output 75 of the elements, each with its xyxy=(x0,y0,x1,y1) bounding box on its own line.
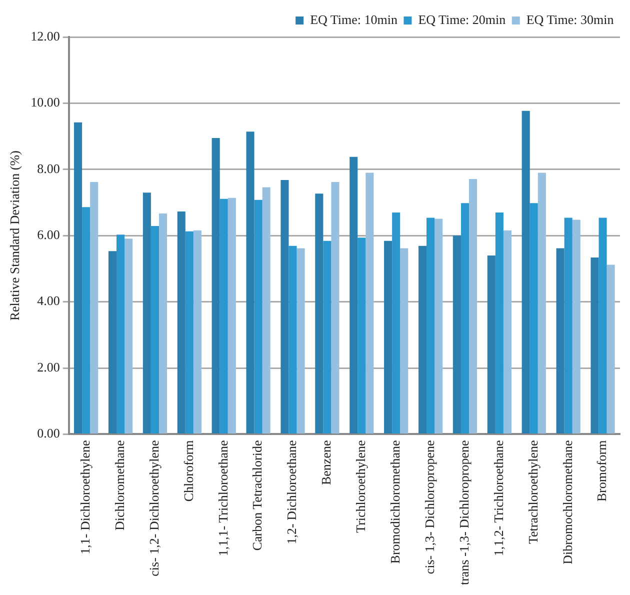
bar xyxy=(384,240,392,434)
bar xyxy=(564,218,572,434)
bar xyxy=(460,203,470,434)
bar xyxy=(392,212,400,434)
bar xyxy=(185,231,194,434)
x-tick-label: Dibromochloromethane xyxy=(560,440,575,564)
bar xyxy=(246,132,254,434)
x-tick-label: cis- 1,2- Dichloroethylene xyxy=(146,440,162,576)
legend-label: EQ Time: 20min xyxy=(418,12,506,27)
y-tick-label: 8.00 xyxy=(37,160,60,176)
bar xyxy=(538,172,546,434)
bar xyxy=(487,255,496,434)
bar xyxy=(323,240,332,434)
y-tick-label: 0.00 xyxy=(37,426,60,441)
bar xyxy=(434,218,443,434)
x-tick-label: Chloroform xyxy=(180,440,196,502)
bar xyxy=(315,194,324,434)
bar xyxy=(590,257,599,434)
bar xyxy=(503,230,512,434)
x-tick-label: Benzene xyxy=(318,440,334,486)
bar xyxy=(212,138,220,434)
bar xyxy=(124,238,133,434)
x-tick-label: Dichloromethane xyxy=(112,440,127,530)
bar xyxy=(452,236,461,434)
bar xyxy=(74,122,82,434)
bar xyxy=(228,198,236,434)
x-tick-label: Bromodichloromethane xyxy=(388,440,403,564)
bar xyxy=(158,213,168,434)
bar xyxy=(220,198,228,434)
bar xyxy=(606,264,615,434)
bar xyxy=(350,156,358,434)
y-axis-title: Relative Standard Deviation (%) xyxy=(7,150,22,321)
legend-label: EQ Time: 30min xyxy=(526,12,614,27)
bar xyxy=(296,248,305,434)
bar xyxy=(469,179,478,434)
bar xyxy=(530,203,538,434)
x-tick-label: Bromoform xyxy=(594,440,610,502)
y-tick-label: 2.00 xyxy=(37,359,60,374)
bar xyxy=(254,200,262,434)
bar xyxy=(426,218,435,434)
bar xyxy=(116,234,125,434)
y-tick-label: 6.00 xyxy=(37,227,60,242)
bar xyxy=(418,246,427,434)
bar xyxy=(262,187,270,434)
bar xyxy=(400,248,408,434)
x-tick-label: cis- 1,3- Dichloropropene xyxy=(422,440,437,574)
x-tick-label: Trichloroethylene xyxy=(353,440,368,533)
bar xyxy=(142,192,151,434)
x-tick-label: 1,2- Dichloroethane xyxy=(284,440,300,544)
x-tick-label: trans -1,3- Dichloropropene xyxy=(456,440,472,586)
x-tick-label: Carbon Tetrachloride xyxy=(250,440,265,551)
bar xyxy=(177,211,186,434)
x-tick-label: Tetrachloroethylene xyxy=(525,440,540,544)
bar xyxy=(522,110,530,434)
bar xyxy=(495,212,504,434)
x-tick-label: 1,1- Dichloroethylene xyxy=(77,440,92,554)
bar xyxy=(572,220,580,434)
bar xyxy=(358,238,366,434)
bar xyxy=(90,182,98,434)
x-tick-label: 1,1,2- Trichloroethane xyxy=(490,440,506,556)
x-tick-label: 1,1,1- Trichloroethane xyxy=(215,440,230,556)
bar xyxy=(150,226,159,434)
bar xyxy=(366,172,374,434)
bar xyxy=(598,218,607,434)
y-tick-label: 10.00 xyxy=(30,94,60,110)
y-tick-label: 4.00 xyxy=(37,293,60,308)
bar xyxy=(82,207,90,434)
legend-label: EQ Time: 10min xyxy=(310,12,398,27)
bar xyxy=(331,182,340,434)
bar xyxy=(288,246,297,434)
bar xyxy=(193,230,202,434)
bar xyxy=(108,251,116,434)
y-tick-label: 12.00 xyxy=(30,28,60,44)
bar xyxy=(280,180,289,434)
bar xyxy=(556,248,564,434)
